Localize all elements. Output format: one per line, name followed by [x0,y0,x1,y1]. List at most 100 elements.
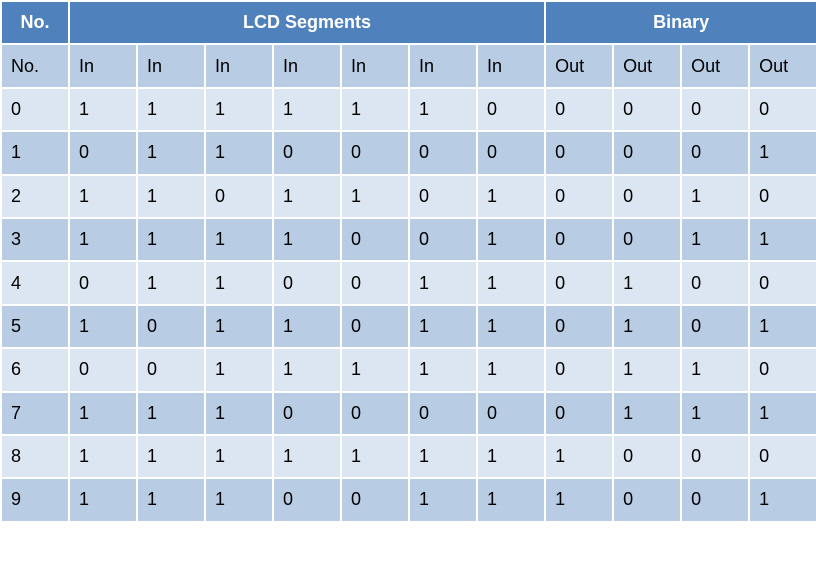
subheader-cell: Out [680,43,751,89]
cell: 0 [748,347,816,393]
cell: 1 [680,347,751,393]
cell: 0 [272,130,342,176]
cell: 9 [0,477,70,523]
cell: 1 [68,173,138,219]
cell: 8 [0,433,70,480]
cell: 0 [748,260,816,306]
cell: 0 [544,173,615,219]
header-cell: LCD Segments [67,0,547,46]
cell: 1 [475,477,547,523]
cell: 5 [0,303,70,350]
cell: 0 [272,477,342,523]
cell: 0 [272,260,342,306]
cell: 1 [204,390,274,436]
cell: 0 [680,303,751,350]
cell: 1 [136,390,206,436]
cell: 1 [748,303,816,350]
cell: 1 [204,347,274,393]
cell: 2 [0,173,70,219]
cell: 1 [680,173,751,219]
subheader-cell: In [204,43,274,89]
cell: 1 [68,390,138,436]
subheader-cell: In [68,43,138,89]
cell: 0 [544,130,615,176]
cell: 0 [340,303,410,350]
cell: 0 [408,216,478,263]
cell: 1 [136,86,206,133]
cell: 1 [204,477,274,523]
cell: 0 [748,86,816,133]
cell: 0 [680,86,751,133]
cell: 0 [136,303,206,350]
cell: 0 [544,303,615,350]
cell: 0 [340,260,410,306]
cell: 1 [748,216,816,263]
cell: 0 [340,130,410,176]
cell: 1 [68,433,138,480]
cell: 1 [408,303,478,350]
cell: 1 [136,260,206,306]
cell: 0 [544,390,615,436]
subheader-cell: Out [544,43,615,89]
cell: 1 [408,347,478,393]
truth-table: No. LCD Segments Binary No. In In In In In In In Ou… [0,0,816,523]
cell: 1 [204,260,274,306]
cell: 0 [68,260,138,306]
cell: 1 [748,390,816,436]
cell: 1 [408,477,478,523]
cell: 1 [680,216,751,263]
cell: 1 [612,303,683,350]
cell: 1 [272,303,342,350]
cell: 0 [612,130,683,176]
cell: 0 [340,216,410,263]
cell: 0 [475,130,547,176]
cell: 0 [408,173,478,219]
cell: 7 [0,390,70,436]
header-cell: Binary [544,0,816,46]
cell: 1 [272,216,342,263]
subheader-cell: In [408,43,478,89]
cell: 0 [544,260,615,306]
cell: 1 [272,433,342,480]
cell: 0 [340,477,410,523]
cell: 0 [544,86,615,133]
cell: 0 [0,86,70,133]
subheader-cell: In [272,43,342,89]
cell: 1 [408,433,478,480]
header-cell: No. [0,0,70,46]
cell: 0 [408,130,478,176]
cell: 0 [136,347,206,393]
cell: 1 [340,173,410,219]
subheader-cell: Out [748,43,816,89]
cell: 0 [612,216,683,263]
cell: 0 [475,390,547,436]
cell: 1 [68,216,138,263]
cell: 3 [0,216,70,263]
cell: 1 [408,260,478,306]
cell: 1 [204,216,274,263]
cell: 1 [612,260,683,306]
cell: 0 [612,86,683,133]
subheader-cell: In [136,43,206,89]
cell: 0 [204,173,274,219]
header-row: No. LCD Segments Binary [0,0,816,46]
cell: 1 [340,347,410,393]
cell: 1 [0,130,70,176]
cell: 0 [68,130,138,176]
cell: 0 [612,477,683,523]
cell: 0 [272,390,342,436]
cell: 1 [408,86,478,133]
cell: 0 [544,347,615,393]
cell: 1 [544,477,615,523]
cell: 1 [204,303,274,350]
cell: 1 [136,216,206,263]
cell: 1 [612,390,683,436]
